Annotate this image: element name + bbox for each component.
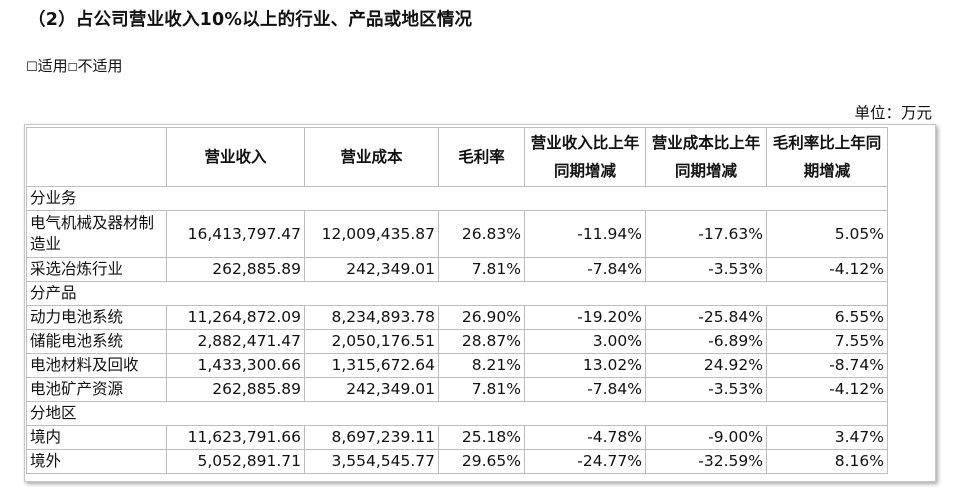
gross-margin-cell: 7.81% [438, 257, 525, 282]
cost-change-cell: -25.84% [645, 305, 767, 330]
margin-change-cell: -8.74% [766, 353, 888, 378]
cost-change-cell: -3.53% [645, 377, 767, 402]
section-row: 分产品 [26, 281, 888, 306]
revenue-breakdown-table: 营业收入 营业成本 毛利率 营业收入比上年同期增减 营业成本比上年同期增减 毛利… [26, 127, 888, 474]
header-cell-revenue-change: 营业收入比上年同期增减 [524, 127, 646, 187]
row-label: 电气机械及器材制造业 [26, 210, 167, 258]
section-title: 分业务 [26, 186, 888, 211]
revenue-change-cell: -4.78% [524, 425, 646, 450]
not-applicable-label: 不适用 [77, 57, 123, 75]
row-label: 境内 [26, 425, 167, 450]
table-row: 境内 11,623,791.66 8,697,239.11 25.18% -4.78% -… [26, 425, 888, 450]
section-title: 分地区 [26, 401, 888, 426]
applicability-options: ☐适用☐不适用 [26, 55, 123, 76]
cost-cell: 242,349.01 [304, 377, 439, 402]
margin-change-cell: 6.55% [766, 305, 888, 330]
cost-cell: 8,234,893.78 [304, 305, 439, 330]
row-label: 储能电池系统 [26, 329, 167, 354]
row-label: 采选冶炼行业 [26, 257, 167, 282]
revenue-cell: 5,052,891.71 [166, 449, 305, 474]
margin-change-cell: -4.12% [766, 377, 888, 402]
gross-margin-cell: 26.90% [438, 305, 525, 330]
not-applicable-checkbox[interactable]: ☐ [67, 61, 78, 74]
section-row: 分地区 [26, 401, 888, 426]
row-label: 电池材料及回收 [26, 353, 167, 378]
revenue-cell: 262,885.89 [166, 257, 305, 282]
table-row: 境外 5,052,891.71 3,554,545.77 29.65% -24.77% -… [26, 449, 888, 474]
gross-margin-cell: 7.81% [438, 377, 525, 402]
table-row: 储能电池系统 2,882,471.47 2,050,176.51 28.87% 3.00… [26, 329, 888, 354]
table-row: 电池材料及回收 1,433,300.66 1,315,672.64 8.21% 13.0… [26, 353, 888, 378]
cost-change-cell: -9.00% [645, 425, 767, 450]
cost-change-cell: 24.92% [645, 353, 767, 378]
cost-change-cell: -17.63% [645, 210, 767, 258]
revenue-table-frame: 营业收入 营业成本 毛利率 营业收入比上年同期增减 营业成本比上年同期增减 毛利… [24, 124, 936, 482]
margin-change-cell: 3.47% [766, 425, 888, 450]
margin-change-cell: 8.16% [766, 449, 888, 474]
revenue-change-cell: -19.20% [524, 305, 646, 330]
revenue-cell: 262,885.89 [166, 377, 305, 402]
table-row: 电池矿产资源 262,885.89 242,349.01 7.81% -7.84% -3.… [26, 377, 888, 402]
header-cell-cost-change: 营业成本比上年同期增减 [645, 127, 767, 187]
unit-label: 单位：万元 [854, 104, 932, 122]
revenue-change-cell: 3.00% [524, 329, 646, 354]
cost-change-cell: -6.89% [645, 329, 767, 354]
header-cell-margin-change: 毛利率比上年同期增减 [766, 127, 888, 187]
revenue-change-cell: 13.02% [524, 353, 646, 378]
header-cell-revenue: 营业收入 [166, 127, 305, 187]
revenue-cell: 1,433,300.66 [166, 353, 305, 378]
revenue-cell: 16,413,797.47 [166, 210, 305, 258]
gross-margin-cell: 26.83% [438, 210, 525, 258]
gross-margin-cell: 25.18% [438, 425, 525, 450]
table-row: 采选冶炼行业 262,885.89 242,349.01 7.81% -7.84% -3.… [26, 257, 888, 282]
cost-cell: 242,349.01 [304, 257, 439, 282]
cost-change-cell: -3.53% [645, 257, 767, 282]
revenue-cell: 2,882,471.47 [166, 329, 305, 354]
applicable-label: 适用 [37, 57, 68, 75]
applicable-checkbox[interactable]: ☐ [26, 60, 38, 75]
gross-margin-cell: 29.65% [438, 449, 525, 474]
cost-cell: 2,050,176.51 [304, 329, 439, 354]
gross-margin-cell: 28.87% [438, 329, 525, 354]
margin-change-cell: -4.12% [766, 257, 888, 282]
row-label: 动力电池系统 [26, 305, 167, 330]
gross-margin-cell: 8.21% [438, 353, 525, 378]
margin-change-cell: 7.55% [766, 329, 888, 354]
row-label: 境外 [26, 449, 167, 474]
revenue-cell: 11,623,791.66 [166, 425, 305, 450]
cost-cell: 8,697,239.11 [304, 425, 439, 450]
cost-cell: 3,554,545.77 [304, 449, 439, 474]
table-row: 电气机械及器材制造业 16,413,797.47 12,009,435.87 26.8… [26, 210, 888, 258]
header-cell-gross-margin: 毛利率 [438, 127, 525, 187]
table-header-row: 营业收入 营业成本 毛利率 营业收入比上年同期增减 营业成本比上年同期增减 毛利… [26, 127, 888, 187]
header-cell-category [26, 127, 167, 187]
section-row: 分业务 [26, 186, 888, 211]
header-cell-cost: 营业成本 [304, 127, 439, 187]
revenue-cell: 11,264,872.09 [166, 305, 305, 330]
table-row: 动力电池系统 11,264,872.09 8,234,893.78 26.90% -19… [26, 305, 888, 330]
revenue-change-cell: -11.94% [524, 210, 646, 258]
section-title: 分产品 [26, 281, 888, 306]
margin-change-cell: 5.05% [766, 210, 888, 258]
cost-change-cell: -32.59% [645, 449, 767, 474]
section-heading: （2）占公司营业收入10%以上的行业、产品或地区情况 [28, 10, 473, 30]
row-label: 电池矿产资源 [26, 377, 167, 402]
revenue-change-cell: -7.84% [524, 257, 646, 282]
revenue-change-cell: -24.77% [524, 449, 646, 474]
cost-cell: 12,009,435.87 [304, 210, 439, 258]
revenue-change-cell: -7.84% [524, 377, 646, 402]
cost-cell: 1,315,672.64 [304, 353, 439, 378]
